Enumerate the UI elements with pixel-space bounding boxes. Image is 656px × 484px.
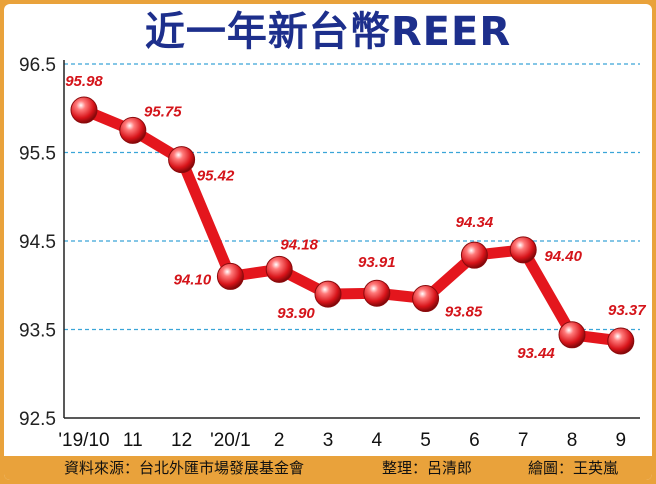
data-point [558, 321, 586, 349]
data-point [607, 327, 635, 355]
data-label: 93.90 [277, 305, 315, 322]
data-point [216, 262, 244, 290]
data-label: 93.91 [358, 254, 396, 271]
data-point [119, 116, 147, 144]
data-label: 93.85 [445, 304, 483, 321]
x-tick-label: 2 [274, 430, 285, 451]
x-tick-label: '19/10 [58, 430, 109, 451]
y-tick-label: 92.5 [19, 409, 56, 430]
series-line [78, 104, 627, 347]
data-point [314, 280, 342, 308]
data-label: 94.34 [456, 214, 494, 231]
x-tick-label: 7 [518, 430, 529, 451]
x-tick-label: 11 [123, 430, 143, 451]
y-tick-label: 94.5 [19, 232, 56, 253]
data-point [412, 285, 440, 313]
footer-bar: 資料來源：台北外匯市場發展基金會 整理：呂清郎 繪圖：王英嵐 [4, 456, 652, 480]
data-point [168, 146, 196, 174]
data-point [460, 241, 488, 269]
data-point [509, 236, 537, 264]
editor-credit: 整理：呂清郎 [382, 459, 473, 477]
x-tick-label: 9 [616, 430, 627, 451]
y-tick-label: 95.5 [19, 144, 56, 165]
chart-frame: 近一年新台幣REER 92.5 93.5 94.5 95.5 96.5 '19/10 11 1… [4, 4, 652, 480]
line-chart: 92.5 93.5 94.5 95.5 96.5 '19/10 11 12 '20/1 2 3 4 5 6… [19, 55, 646, 451]
x-tick-label: 4 [372, 430, 383, 451]
data-point [363, 279, 391, 307]
data-point [265, 255, 293, 283]
data-point [70, 96, 98, 124]
data-label: 94.18 [280, 236, 318, 253]
data-label: 95.98 [65, 73, 103, 90]
x-tick-label: '20/1 [210, 430, 251, 451]
artist-credit: 繪圖：王英嵐 [528, 459, 619, 477]
x-tick-label: 5 [420, 430, 431, 451]
y-tick-label: 96.5 [19, 55, 56, 76]
x-tick-label: 3 [323, 430, 334, 451]
data-label: 94.40 [544, 248, 582, 265]
chart-title: 近一年新台幣REER [144, 9, 512, 55]
data-label: 93.44 [517, 345, 555, 362]
x-tick-label: 8 [567, 430, 578, 451]
data-label: 93.37 [608, 302, 646, 319]
y-tick-label: 93.5 [19, 321, 56, 342]
data-label: 95.75 [144, 103, 182, 120]
x-tick-label: 12 [171, 430, 192, 451]
data-label: 94.10 [174, 271, 212, 288]
data-label: 95.42 [197, 168, 235, 185]
x-tick-label: 6 [469, 430, 480, 451]
source-credit: 資料來源：台北外匯市場發展基金會 [64, 459, 305, 477]
